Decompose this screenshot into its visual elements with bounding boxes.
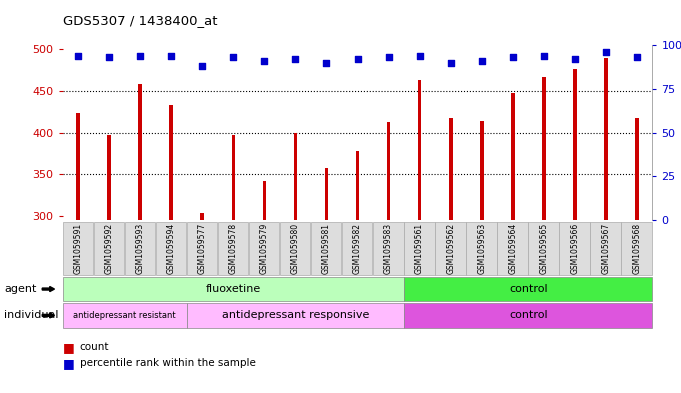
Text: percentile rank within the sample: percentile rank within the sample (80, 358, 255, 368)
Bar (635, 118, 639, 220)
Text: antidepressant resistant: antidepressant resistant (74, 311, 176, 320)
Text: GSM1059568: GSM1059568 (633, 223, 642, 274)
Text: GSM1059582: GSM1059582 (353, 223, 362, 274)
Text: GSM1059567: GSM1059567 (601, 223, 610, 274)
Point (352, 56, 363, 62)
Point (601, 49, 612, 55)
Text: GSM1059577: GSM1059577 (197, 223, 207, 274)
Text: GSM1059580: GSM1059580 (291, 223, 300, 274)
Point (166, 53, 177, 59)
Point (538, 53, 549, 59)
Bar (417, 80, 422, 220)
Point (135, 53, 146, 59)
Bar (573, 68, 577, 220)
Text: GSM1059594: GSM1059594 (167, 223, 176, 274)
Point (414, 53, 425, 59)
Point (228, 54, 239, 61)
Point (197, 63, 208, 69)
Text: GSM1059593: GSM1059593 (136, 223, 145, 274)
Point (476, 58, 487, 64)
Point (259, 58, 270, 64)
Text: GSM1059562: GSM1059562 (446, 223, 455, 274)
Point (631, 54, 642, 61)
Point (104, 54, 114, 61)
Text: GDS5307 / 1438400_at: GDS5307 / 1438400_at (63, 14, 217, 27)
Point (569, 56, 580, 62)
Point (321, 59, 332, 66)
Text: GSM1059564: GSM1059564 (508, 223, 518, 274)
Bar (387, 122, 390, 220)
Text: GSM1059592: GSM1059592 (105, 223, 114, 274)
Text: ■: ■ (63, 356, 74, 370)
Bar (108, 135, 111, 220)
Text: GSM1059591: GSM1059591 (74, 223, 82, 274)
Point (73, 53, 84, 59)
Text: GSM1059565: GSM1059565 (539, 223, 548, 274)
Point (383, 54, 394, 61)
Text: ■: ■ (63, 341, 74, 354)
Text: GSM1059578: GSM1059578 (229, 223, 238, 274)
Bar (138, 84, 142, 220)
Text: fluoxetine: fluoxetine (206, 284, 261, 294)
Bar (200, 213, 204, 220)
Text: GSM1059583: GSM1059583 (384, 223, 393, 274)
Bar (542, 77, 545, 220)
Bar (449, 118, 452, 220)
Bar (76, 114, 80, 220)
Point (507, 54, 518, 61)
Text: count: count (80, 342, 109, 353)
Text: GSM1059581: GSM1059581 (322, 223, 331, 274)
Bar (325, 169, 328, 220)
Bar (232, 135, 235, 220)
Text: individual: individual (4, 310, 59, 320)
Point (290, 56, 301, 62)
Text: GSM1059563: GSM1059563 (477, 223, 486, 274)
Text: GSM1059566: GSM1059566 (570, 223, 580, 274)
Text: control: control (509, 284, 548, 294)
Text: GSM1059579: GSM1059579 (260, 223, 269, 274)
Text: control: control (509, 310, 548, 320)
Bar (170, 105, 173, 220)
Text: GSM1059561: GSM1059561 (415, 223, 424, 274)
Bar (604, 58, 607, 220)
Bar (511, 94, 515, 220)
Bar (480, 121, 484, 220)
Bar (355, 151, 360, 220)
Bar (294, 132, 298, 220)
Text: antidepressant responsive: antidepressant responsive (222, 310, 369, 320)
Text: agent: agent (4, 284, 37, 294)
Bar (263, 181, 266, 220)
Point (445, 59, 456, 66)
